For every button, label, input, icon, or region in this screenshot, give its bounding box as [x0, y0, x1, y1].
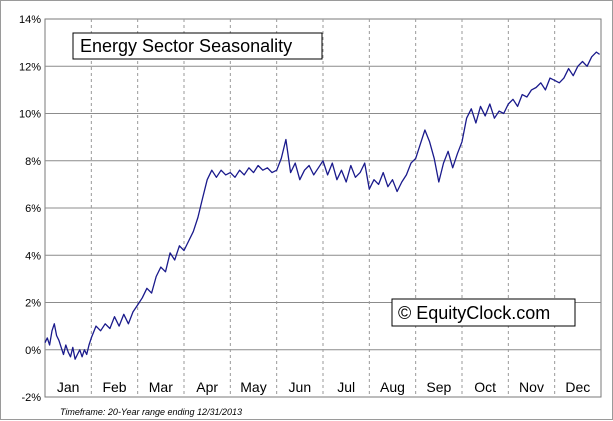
- chart-title-box: Energy Sector Seasonality: [72, 32, 323, 60]
- credit-text: © EquityClock.com: [398, 303, 550, 323]
- y-axis-tick-labels: -2% 0% 2% 4% 6% 8% 10% 12% 14%: [19, 14, 41, 404]
- x-tick-label: Jun: [289, 379, 312, 395]
- credit-frame: [391, 298, 576, 327]
- x-axis-month-labels: Jan Feb Mar Apr May Jun Jul Aug Sep Oct Nov Dec: [57, 379, 590, 395]
- y-tick-label: 6%: [25, 203, 41, 215]
- series-layer: [44, 51, 600, 360]
- x-tick-label: Dec: [565, 379, 590, 395]
- x-tick-label: Jan: [57, 379, 80, 395]
- chart-title: Energy Sector Seasonality: [80, 36, 292, 56]
- x-tick-label: Sep: [426, 379, 451, 395]
- credit-box: © EquityClock.com: [391, 298, 576, 327]
- y-tick-label: 14%: [19, 14, 41, 26]
- y-tick-label: 12%: [19, 61, 41, 73]
- x-tick-label: Nov: [519, 379, 544, 395]
- x-tick-label: Feb: [102, 379, 126, 395]
- chart-title-frame: [72, 32, 323, 60]
- y-tick-label: 2%: [25, 298, 41, 310]
- x-tick-label: May: [240, 379, 266, 395]
- y-tick-label: 8%: [25, 156, 41, 168]
- y-tick-label: -2%: [21, 392, 41, 404]
- series-line: [44, 51, 600, 360]
- y-tick-label: 0%: [25, 345, 41, 357]
- y-tick-label: 10%: [19, 109, 41, 121]
- x-tick-label: Oct: [474, 379, 496, 395]
- x-tick-label: Aug: [380, 379, 405, 395]
- x-tick-label: Jul: [337, 379, 355, 395]
- footnote: Timeframe: 20-Year range ending 12/31/20…: [60, 407, 242, 417]
- x-tick-label: Apr: [196, 379, 218, 395]
- y-tick-label: 4%: [25, 250, 41, 262]
- x-tick-label: Mar: [149, 379, 173, 395]
- vertical-gridlines: [90, 19, 556, 397]
